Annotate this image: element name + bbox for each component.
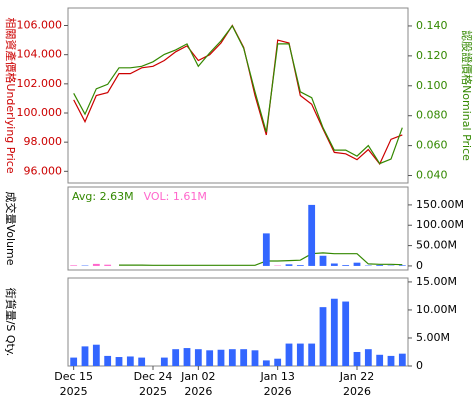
legend-label: Avg: 2.63M (72, 190, 134, 203)
bar (70, 357, 78, 366)
bar (81, 346, 89, 366)
panel-frame (67, 186, 409, 271)
x-tick-year: 2026 (184, 385, 212, 398)
x-tick-year: 2026 (264, 385, 292, 398)
y-tick-label: 104.000 (17, 48, 63, 61)
axis-title: 街貨量/S Qty. (4, 288, 18, 357)
price-line (73, 24, 403, 166)
y-tick-label: 106.000 (17, 19, 63, 32)
y-tick-label: 0.120 (416, 49, 448, 62)
x-tick-label: Dec 24 (134, 370, 173, 383)
bar (387, 355, 395, 366)
bar (183, 348, 191, 366)
y-tick-label: 0.040 (416, 169, 448, 182)
y-tick-label: 150.00M (416, 198, 464, 211)
x-tick-year: 2025 (60, 385, 88, 398)
x-tick-label: Dec 15 (54, 370, 93, 383)
bar (70, 265, 78, 266)
y-tick-label: 50.00M (416, 239, 457, 252)
bar (308, 343, 316, 366)
bar (398, 353, 406, 366)
y-tick-label: 0.060 (416, 139, 448, 152)
bar (296, 343, 304, 366)
y-tick-label: 0.080 (416, 109, 448, 122)
bar (262, 360, 270, 366)
bar (342, 301, 350, 366)
price-line (73, 24, 403, 165)
bar (115, 357, 123, 366)
y-tick-label: 15.00M (416, 275, 457, 288)
x-tick-year: 2026 (343, 385, 371, 398)
bar (296, 265, 304, 266)
bar (104, 264, 112, 266)
y-tick-label: 100.00M (416, 218, 464, 231)
legend-label: VOL: 1.61M (144, 190, 207, 203)
bar (330, 263, 338, 266)
y-tick-label: 5.00M (416, 331, 450, 344)
bar (160, 357, 168, 366)
y-tick-label: 0.140 (416, 19, 448, 32)
x-tick-label: Jan 22 (339, 370, 374, 383)
bar (126, 356, 134, 366)
bar (274, 358, 282, 366)
bar (398, 265, 406, 266)
axis-title: 相關資產價格Underlying Price (4, 17, 18, 173)
y-tick-label: 98.000 (24, 135, 63, 148)
x-tick-year: 2025 (139, 385, 167, 398)
y-tick-label: 0 (416, 359, 423, 372)
bar (92, 263, 100, 266)
bar (308, 204, 316, 266)
bar (364, 349, 372, 366)
bar (285, 343, 293, 366)
x-tick-label: Jan 13 (259, 370, 294, 383)
x-tick-label: Jan 02 (180, 370, 215, 383)
bar (194, 349, 202, 366)
bar (353, 262, 361, 266)
y-tick-label: 96.000 (24, 164, 63, 177)
bar (217, 349, 225, 366)
axis-title: 認股證價格Nominal Price (460, 30, 474, 161)
bar (172, 349, 180, 366)
bar (251, 350, 259, 366)
y-tick-label: 0.100 (416, 79, 448, 92)
bar (206, 350, 214, 366)
y-tick-label: 100.000 (17, 106, 63, 119)
bar (342, 265, 350, 266)
bar (319, 307, 327, 366)
y-tick-label: 10.00M (416, 303, 457, 316)
bar (262, 233, 270, 266)
bar (104, 355, 112, 366)
panel-frame (67, 7, 409, 184)
bar (285, 264, 293, 266)
average-line (119, 252, 403, 266)
bar (240, 349, 248, 366)
bar (376, 265, 384, 266)
bar (376, 354, 384, 366)
y-tick-label: 102.000 (17, 77, 63, 90)
bar (330, 298, 338, 366)
axis-title: 成交量Volume (4, 192, 18, 266)
bar (138, 357, 146, 366)
panel-frame (67, 277, 409, 367)
bar (353, 351, 361, 366)
bar (92, 344, 100, 366)
bar (319, 255, 327, 266)
bar (228, 349, 236, 366)
y-tick-label: 0 (416, 259, 423, 272)
